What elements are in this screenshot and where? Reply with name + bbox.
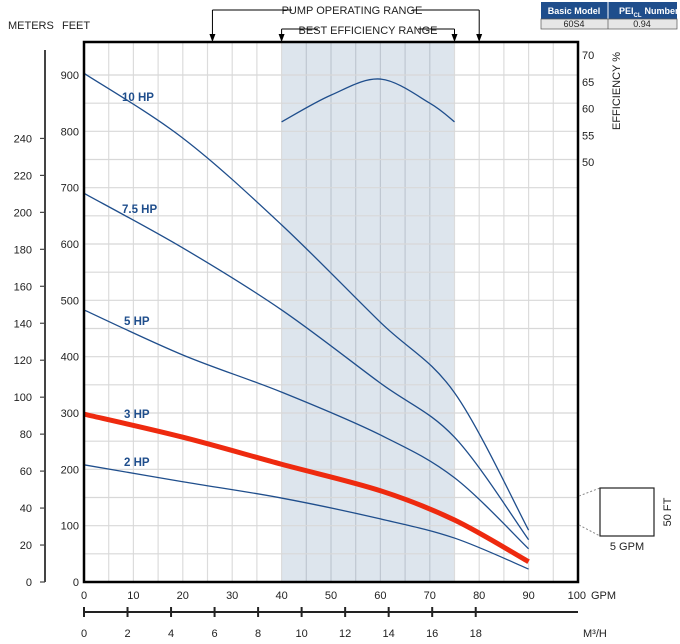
m3h-tick-label: 4 xyxy=(168,628,174,640)
series-label: 2 HP xyxy=(124,457,150,469)
curves xyxy=(83,72,530,570)
gpm-tick-label: 30 xyxy=(226,590,238,602)
pei-value: 0.94 xyxy=(633,19,651,29)
gpm-tick-label: 50 xyxy=(325,590,337,602)
meters-tick-label: 100 xyxy=(14,392,32,404)
m3h-tick-label: 2 xyxy=(124,628,130,640)
x-axis-m3h-title: M³/H xyxy=(583,628,607,640)
y-axis-meters-title: METERS xyxy=(8,20,54,32)
scale-width-label: 5 GPM xyxy=(610,541,644,553)
efficiency-tick-label: 60 xyxy=(582,104,594,116)
meters-tick-label: 60 xyxy=(20,466,32,478)
info-table-row xyxy=(540,18,678,30)
meters-tick-label: 20 xyxy=(20,540,32,552)
efficiency-tick-label: 55 xyxy=(582,130,594,142)
feet-tick-label: 700 xyxy=(61,183,79,195)
feet-tick-label: 0 xyxy=(73,577,79,589)
meters-tick-label: 180 xyxy=(14,244,32,256)
meters-tick-label: 120 xyxy=(14,355,32,367)
gpm-tick-label: 100 xyxy=(568,590,586,602)
m3h-tick-label: 14 xyxy=(383,628,395,640)
x-axis-gpm-title: GPM xyxy=(591,590,616,602)
meters-tick-label: 160 xyxy=(14,281,32,293)
y-axis-efficiency-title: EFFICIENCY % xyxy=(611,52,623,130)
gpm-tick-label: 90 xyxy=(522,590,534,602)
gpm-tick-label: 20 xyxy=(177,590,189,602)
m3h-tick-label: 18 xyxy=(470,628,482,640)
m3h-tick-label: 12 xyxy=(339,628,351,640)
por-right-arrowhead xyxy=(476,34,483,42)
efficiency-tick-label: 65 xyxy=(582,77,594,89)
gpm-tick-label: 0 xyxy=(81,590,87,602)
meters-tick-label: 80 xyxy=(20,429,32,441)
series-labels: 10 HP 7.5 HP 5 HP 3 HP 2 HP xyxy=(122,92,157,469)
feet-tick-label: 800 xyxy=(61,126,79,138)
y-axis-feet-title: FEET xyxy=(62,20,90,32)
info-table: Basic Model PEICL Number 60S4 0.94 xyxy=(540,2,679,30)
scale-height-label: 50 FT xyxy=(662,497,674,526)
m3h-tick-label: 10 xyxy=(295,628,307,640)
curve-3-hp xyxy=(83,411,530,564)
feet-tick-label: 300 xyxy=(61,408,79,420)
curve-2-hp xyxy=(83,464,529,570)
meters-tick-label: 220 xyxy=(14,170,32,182)
efficiency-tick-label: 70 xyxy=(582,50,594,62)
gpm-tick-label: 10 xyxy=(127,590,139,602)
gpm-tick-label: 80 xyxy=(473,590,485,602)
ber-right-arrowhead xyxy=(451,34,458,42)
curve-5-hp xyxy=(83,309,530,550)
feet-tick-label: 900 xyxy=(61,70,79,82)
curve-10-hp xyxy=(83,72,530,531)
best-efficiency-range-label: BEST EFFICIENCY RANGE xyxy=(299,25,438,37)
m3h-tick-label: 6 xyxy=(212,628,218,640)
header-pei: PEICL Number xyxy=(619,6,679,19)
header-basic-model: Basic Model xyxy=(548,6,601,16)
info-table-header xyxy=(541,2,677,19)
feet-tick-label: 600 xyxy=(61,239,79,251)
series-label: 5 HP xyxy=(124,316,150,328)
feet-tick-label: 100 xyxy=(61,521,79,533)
feet-tick-label: 400 xyxy=(61,352,79,364)
por-left-arrowhead xyxy=(209,34,216,42)
m3h-tick-label: 0 xyxy=(81,628,87,640)
curve-7-5-hp xyxy=(83,192,530,541)
feet-tick-label: 500 xyxy=(61,295,79,307)
model-value: 60S4 xyxy=(563,19,584,29)
series-label: 3 HP xyxy=(124,409,150,421)
meters-tick-label: 0 xyxy=(26,577,32,589)
meters-tick-label: 240 xyxy=(14,133,32,145)
series-label: 10 HP xyxy=(122,92,154,104)
grid xyxy=(84,42,578,582)
m3h-tick-label: 8 xyxy=(255,628,261,640)
plot-frame xyxy=(82,40,580,584)
scale-box: 5 GPM 50 FT xyxy=(578,487,674,553)
efficiency-tick-label: 50 xyxy=(582,157,594,169)
meters-tick-label: 200 xyxy=(14,207,32,219)
meters-tick-label: 40 xyxy=(20,503,32,515)
axes: 0204060801001201401601802002202400100200… xyxy=(14,42,594,640)
best-efficiency-band xyxy=(281,42,455,582)
feet-tick-label: 200 xyxy=(61,464,79,476)
gpm-tick-label: 70 xyxy=(424,590,436,602)
series-label: 7.5 HP xyxy=(122,204,157,216)
gpm-tick-label: 60 xyxy=(374,590,386,602)
gpm-tick-label: 40 xyxy=(275,590,287,602)
meters-tick-label: 140 xyxy=(14,318,32,330)
efficiency-curve xyxy=(281,78,455,123)
m3h-tick-label: 16 xyxy=(426,628,438,640)
pump-operating-range-label: PUMP OPERATING RANGE xyxy=(282,5,423,17)
ber-left-arrowhead xyxy=(278,34,285,42)
range-annotations: PUMP OPERATING RANGE BEST EFFICIENCY RAN… xyxy=(209,5,483,42)
